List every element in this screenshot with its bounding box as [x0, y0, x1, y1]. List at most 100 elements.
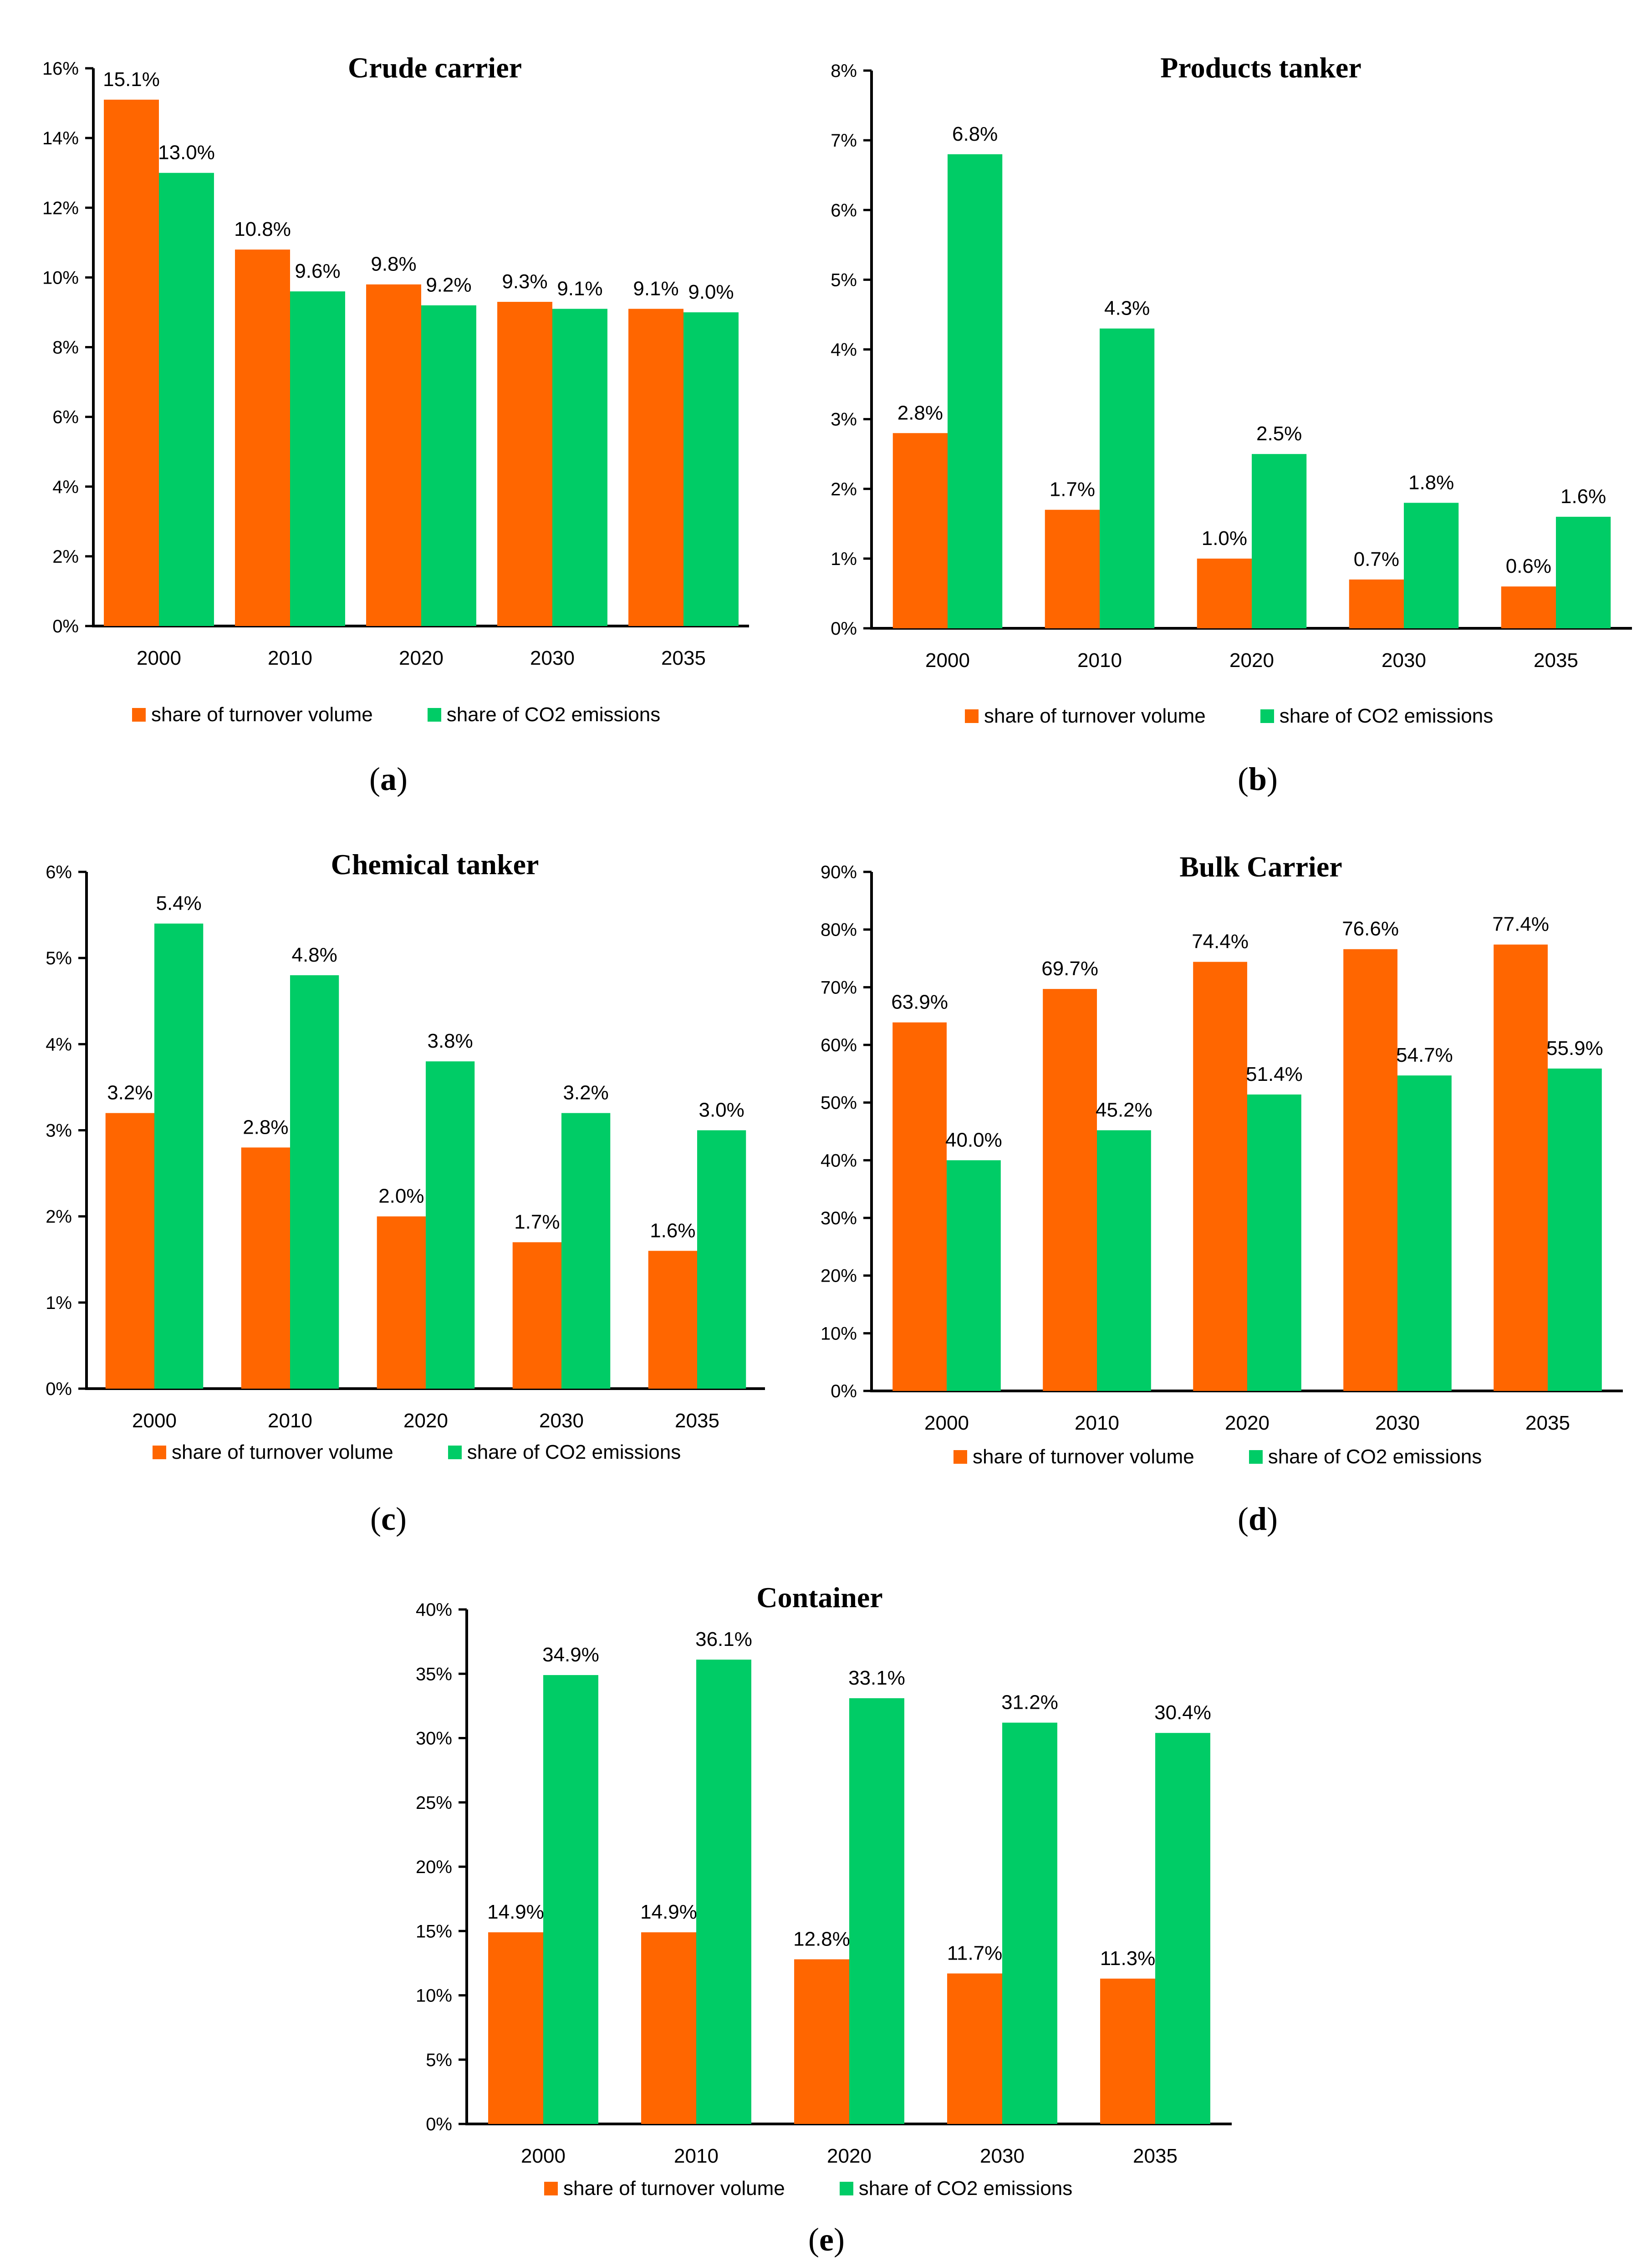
y-tick-label: 0% [46, 1379, 72, 1399]
data-label-co2-2010: 36.1% [695, 1628, 752, 1650]
bar-co2-2035 [697, 1130, 746, 1389]
chart-panel-b: Products tanker 0% 1% 2% 3% 4% 5% 6% 7% 8% 2.8% 6.8… [826, 0, 1652, 829]
chart-title: Products tanker [1160, 51, 1361, 84]
x-tick-label: 2020 [403, 1410, 448, 1432]
y-tick-label: 12% [42, 198, 79, 218]
bar-turnover-2000 [892, 1022, 947, 1391]
legend-label-co2: share of CO2 emissions [858, 2177, 1073, 2200]
caption-letter-b: b [1248, 761, 1267, 797]
bar-co2-2000 [947, 1160, 1001, 1391]
bar-co2-2035 [1155, 1733, 1210, 2124]
bar-turnover-2035 [648, 1251, 697, 1389]
legend-swatch-co2 [448, 1446, 462, 1459]
legend-a: share of turnover volume share of CO2 em… [132, 703, 660, 726]
data-label-turnover-2000: 2.8% [897, 402, 943, 424]
data-label-turnover-2030: 0.7% [1354, 548, 1399, 570]
caption-e: (e) [808, 2221, 845, 2258]
bar-turnover-2010 [1043, 989, 1097, 1391]
y-tick-label: 4% [831, 340, 857, 360]
y-tick-label: 2% [52, 547, 79, 567]
y-tick-label: 3% [46, 1121, 72, 1141]
y-tick-label: 7% [831, 131, 857, 151]
y-tick-label: 60% [821, 1035, 857, 1055]
y-tick-label: 16% [42, 59, 79, 79]
legend-item-co2: share of CO2 emissions [839, 2177, 1073, 2200]
bar-co2-2030 [552, 309, 607, 626]
legend-label-turnover: share of turnover volume [172, 1441, 393, 1463]
bar-turnover-2020 [1193, 962, 1247, 1391]
caption-a: (a) [369, 761, 408, 797]
data-label-co2-2020: 9.2% [426, 274, 471, 296]
y-tick-label: 10% [416, 1986, 452, 2006]
legend-label-co2: share of CO2 emissions [1268, 1446, 1482, 1468]
y-tick-label: 14% [42, 128, 79, 148]
bar-turnover-2020 [366, 284, 421, 626]
x-tick-label: 2020 [827, 2145, 872, 2167]
chart-panel-c: Chemical tanker 0% 1% 2% 3% 4% 5% 6% 3.2% 5.4% 200… [0, 829, 826, 1566]
legend-item-turnover: share of turnover volume [953, 1446, 1194, 1468]
bar-co2-2030 [561, 1113, 611, 1389]
y-tick-label: 20% [416, 1857, 452, 1877]
data-label-co2-2020: 33.1% [848, 1667, 905, 1689]
legend-item-co2: share of CO2 emissions [1249, 1446, 1482, 1468]
y-tick-label: 30% [821, 1208, 857, 1228]
bar-co2-2030 [1404, 503, 1459, 628]
bar-co2-2020 [426, 1061, 475, 1389]
bar-turnover-2035 [1494, 944, 1548, 1391]
chart-title: Container [756, 1581, 882, 1614]
data-label-turnover-2000: 15.1% [103, 68, 160, 91]
data-label-turnover-2020: 74.4% [1192, 931, 1249, 953]
x-tick-label: 2035 [1133, 2145, 1178, 2167]
x-tick-label: 2020 [399, 647, 444, 669]
data-label-turnover-2030: 1.7% [514, 1211, 560, 1233]
legend-item-turnover: share of turnover volume [153, 1441, 393, 1464]
x-tick-label: 2010 [674, 2145, 719, 2167]
bar-turnover-2035 [1501, 586, 1556, 628]
y-tick-label: 0% [426, 2114, 452, 2134]
bar-turnover-2020 [794, 1959, 849, 2124]
legend-d: share of turnover volume share of CO2 em… [953, 1446, 1482, 1468]
data-label-co2-2000: 6.8% [952, 123, 998, 145]
data-label-turnover-2035: 77.4% [1492, 913, 1549, 936]
y-tick-label: 8% [52, 338, 79, 358]
bar-turnover-2010 [241, 1147, 290, 1389]
legend-item-turnover: share of turnover volume [544, 2177, 785, 2200]
data-label-co2-2020: 3.8% [427, 1030, 473, 1052]
legend-swatch-co2 [427, 708, 441, 722]
bar-co2-2010 [1100, 328, 1155, 628]
x-tick-label: 2035 [661, 647, 706, 669]
data-label-co2-2030: 9.1% [557, 277, 602, 300]
data-label-turnover-2020: 2.0% [378, 1185, 424, 1207]
data-label-turnover-2010: 10.8% [234, 218, 291, 240]
bar-co2-2020 [1247, 1094, 1301, 1391]
data-label-co2-2030: 1.8% [1408, 471, 1454, 494]
y-tick-label: 10% [821, 1324, 857, 1344]
x-tick-label: 2000 [925, 649, 970, 672]
chart-panel-d: Bulk Carrier 0% 10% 20% 30% 40% 50% 60% 70% 80% 90… [821, 829, 1652, 1566]
legend-swatch-co2 [839, 2182, 853, 2195]
y-tick-label: 5% [46, 948, 72, 968]
bar-co2-2000 [543, 1675, 598, 2124]
legend-swatch-turnover [153, 1446, 166, 1459]
y-tick-label: 0% [831, 619, 857, 639]
x-tick-label: 2030 [530, 647, 575, 669]
x-tick-label: 2000 [137, 647, 181, 669]
data-label-turnover-2030: 9.3% [502, 270, 547, 293]
bar-co2-2035 [1556, 517, 1611, 628]
bar-turnover-2000 [104, 99, 159, 626]
x-tick-label: 2020 [1225, 1412, 1270, 1434]
y-tick-label: 0% [52, 616, 79, 637]
y-tick-label: 90% [821, 862, 857, 882]
bar-co2-2020 [849, 1698, 904, 2124]
data-label-turnover-2030: 76.6% [1342, 918, 1399, 940]
bar-co2-2010 [290, 291, 345, 626]
caption-d: (d) [1237, 1501, 1278, 1537]
legend-label-turnover: share of turnover volume [973, 1446, 1194, 1468]
legend-swatch-co2 [1249, 1450, 1263, 1464]
bar-turnover-2030 [512, 1242, 561, 1389]
chart-title: Crude carrier [348, 51, 522, 84]
chart-svg-a: Crude carrier 0% 2% 4% 6% 8% 10% 12% 14% 16% 15.1%… [42, 51, 749, 669]
chart-panel-a: Crude carrier 0% 2% 4% 6% 8% 10% 12% 14% 16% 15.1%… [0, 0, 826, 829]
bar-turnover-2035 [1100, 1978, 1155, 2124]
y-tick-label: 40% [416, 1600, 452, 1620]
